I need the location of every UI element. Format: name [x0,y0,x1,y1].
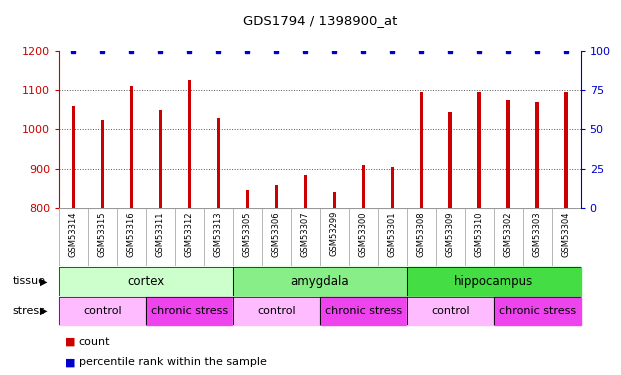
Text: percentile rank within the sample: percentile rank within the sample [79,357,267,367]
Text: GSM53316: GSM53316 [127,211,136,256]
Text: GSM53299: GSM53299 [330,211,339,256]
Bar [420,92,423,208]
Bar [478,92,481,208]
Bar [188,80,191,208]
Text: GSM53303: GSM53303 [533,211,542,256]
Text: ▶: ▶ [40,306,47,316]
Text: chronic stress: chronic stress [499,306,576,316]
Text: GSM53302: GSM53302 [504,211,513,256]
Bar [391,167,394,208]
Bar [407,297,494,325]
Bar [146,297,233,325]
Text: GSM53304: GSM53304 [561,211,571,256]
Text: chronic stress: chronic stress [325,306,402,316]
Bar [72,106,75,208]
Text: tissue: tissue [12,276,45,286]
Bar [59,267,233,296]
Bar [494,297,581,325]
Bar [274,184,278,208]
Text: control: control [83,306,122,316]
Bar [333,192,336,208]
Bar [507,100,510,208]
Text: control: control [257,306,296,316]
Text: GSM53306: GSM53306 [272,211,281,256]
Bar [246,190,249,208]
Text: hippocampus: hippocampus [454,275,533,288]
Text: GSM53310: GSM53310 [474,211,484,256]
Text: chronic stress: chronic stress [151,306,228,316]
Bar [130,86,133,208]
Text: count: count [79,337,111,346]
Text: GSM53313: GSM53313 [214,211,223,256]
Text: GSM53309: GSM53309 [446,211,455,256]
Text: ▶: ▶ [40,276,47,286]
Bar [361,165,365,208]
Text: GDS1794 / 1398900_at: GDS1794 / 1398900_at [243,14,397,27]
Text: GSM53301: GSM53301 [388,211,397,256]
Text: ■: ■ [65,337,76,346]
Text: GSM53314: GSM53314 [69,211,78,256]
Text: ■: ■ [65,357,76,367]
Bar [320,297,407,325]
Text: GSM53300: GSM53300 [359,211,368,256]
Text: amygdala: amygdala [291,275,349,288]
Bar [233,297,320,325]
Bar [448,112,452,208]
Text: GSM53315: GSM53315 [98,211,107,256]
Bar [535,102,539,208]
Text: GSM53312: GSM53312 [185,211,194,256]
Bar [407,267,581,296]
Bar [101,120,104,208]
Bar [564,92,568,208]
Text: stress: stress [12,306,45,316]
Bar [217,118,220,208]
Text: GSM53307: GSM53307 [301,211,310,256]
Bar [304,175,307,208]
Text: cortex: cortex [127,275,165,288]
Bar [233,267,407,296]
Text: GSM53311: GSM53311 [156,211,165,256]
Text: control: control [431,306,469,316]
Text: GSM53308: GSM53308 [417,211,426,256]
Bar [59,297,146,325]
Bar [159,110,162,208]
Text: GSM53305: GSM53305 [243,211,252,256]
